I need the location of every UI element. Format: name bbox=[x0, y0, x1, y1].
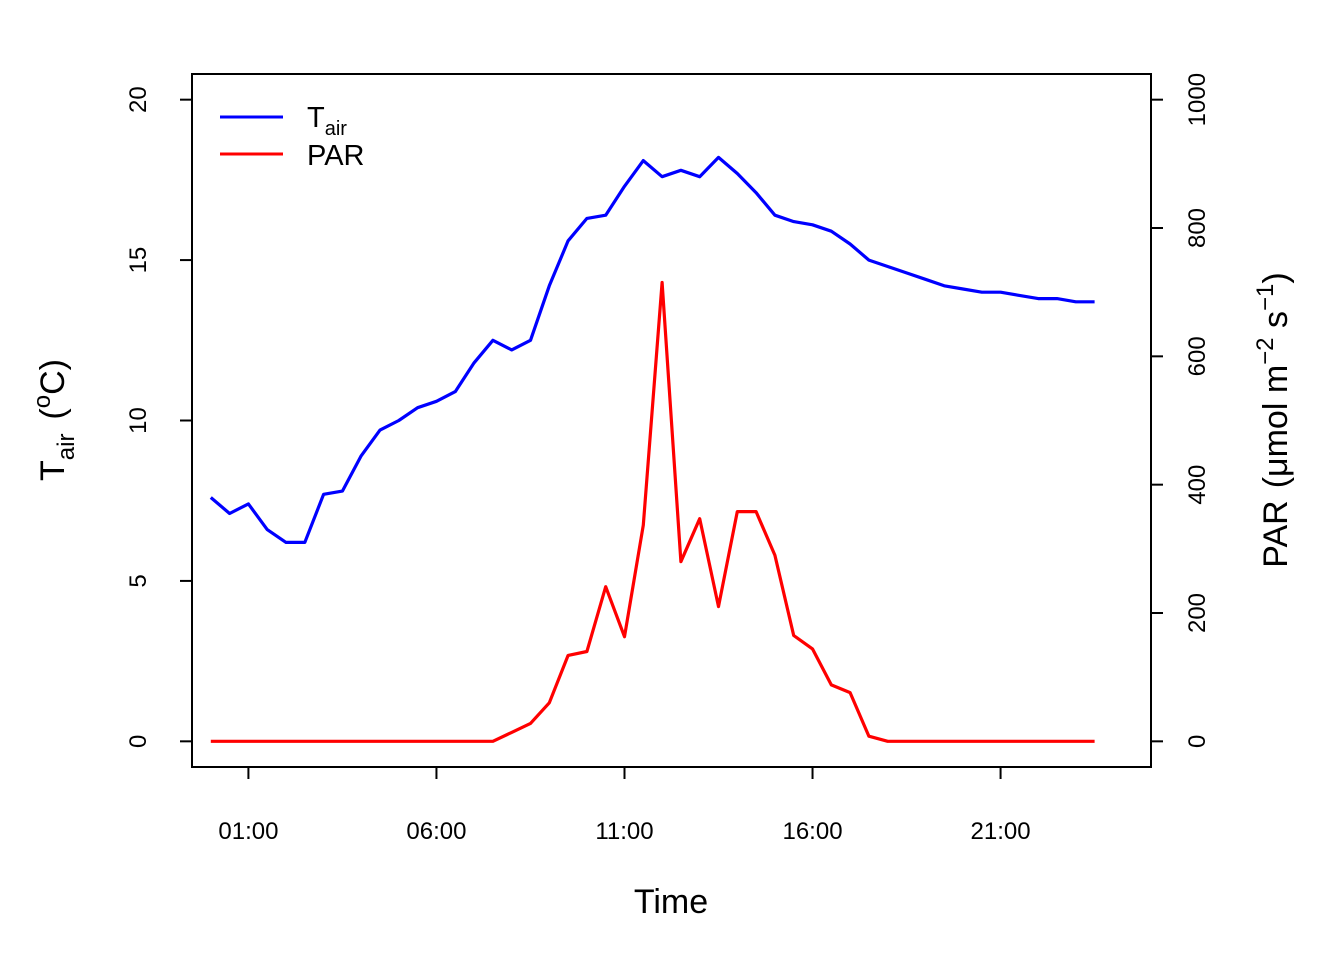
y-left-tick-label: 10 bbox=[125, 407, 152, 434]
y-axis-right: 0 200 400 600 800 1000 bbox=[1150, 73, 1211, 748]
y-right-main: PAR bbox=[1257, 500, 1295, 567]
x-tick-label: 16:00 bbox=[782, 818, 842, 845]
y-right-tick-label: 0 bbox=[1184, 735, 1211, 748]
y-right-tick-label: 600 bbox=[1184, 336, 1211, 376]
legend-tair-main: T bbox=[307, 102, 325, 134]
legend-tair-sub: air bbox=[325, 118, 348, 140]
y-left-main: T bbox=[34, 460, 72, 481]
x-tick-label: 21:00 bbox=[971, 818, 1031, 845]
y-axis-right-title: PAR (μmol m−2 s−1) bbox=[1252, 272, 1295, 567]
legend: Tair PAR bbox=[220, 102, 364, 172]
series-line-par bbox=[210, 280, 1095, 743]
y-right-sup2: −1 bbox=[1252, 284, 1279, 311]
y-right-unit-close: ) bbox=[1257, 272, 1295, 283]
x-axis: 01:00 06:00 11:00 16:00 21:00 bbox=[218, 766, 1031, 845]
y-left-unit-main: C) bbox=[34, 359, 72, 395]
y-left-sub: air bbox=[53, 434, 80, 461]
y-left-tick-label: 15 bbox=[125, 247, 152, 274]
legend-label-par: PAR bbox=[307, 140, 364, 172]
y-right-tick-label: 1000 bbox=[1184, 73, 1211, 126]
y-left-unit-open: ( bbox=[34, 408, 72, 420]
y-left-tick-label: 5 bbox=[125, 574, 152, 587]
legend-label-tair: Tair bbox=[307, 102, 347, 140]
y-right-sup1: −2 bbox=[1252, 337, 1279, 364]
series-layer bbox=[209, 155, 1095, 743]
x-tick-label: 11:00 bbox=[595, 818, 653, 845]
y-right-tick-label: 400 bbox=[1184, 465, 1211, 505]
y-axis-left-title: Tair (oC) bbox=[29, 359, 80, 481]
series-line-tair bbox=[209, 155, 1095, 545]
x-tick-label: 01:00 bbox=[218, 818, 278, 845]
x-axis-title: Time bbox=[634, 883, 708, 921]
y-right-tick-label: 200 bbox=[1184, 593, 1211, 633]
y-right-tick-label: 800 bbox=[1184, 208, 1211, 248]
x-tick-label: 06:00 bbox=[406, 818, 466, 845]
y-left-unit-sup: o bbox=[29, 395, 56, 408]
y-left-tick-label: 0 bbox=[125, 735, 152, 748]
y-right-unit-mid: s bbox=[1257, 311, 1295, 337]
y-left-tick-label: 20 bbox=[125, 86, 152, 113]
y-right-unit-open: (μmol m bbox=[1257, 365, 1295, 488]
y-axis-left: 0 5 10 15 20 bbox=[125, 86, 193, 748]
